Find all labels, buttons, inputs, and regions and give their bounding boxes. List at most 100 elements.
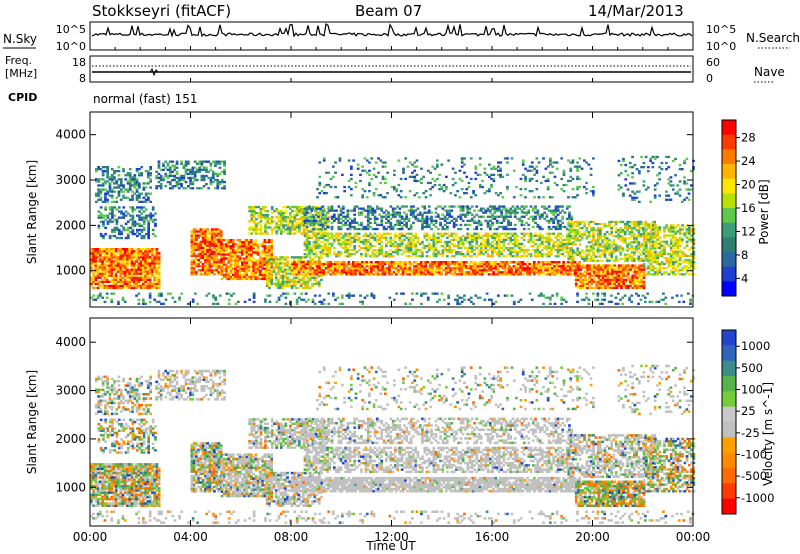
power-cell bbox=[366, 225, 370, 229]
power-cell bbox=[146, 260, 150, 263]
power-cell bbox=[168, 174, 172, 178]
power-cell bbox=[424, 265, 428, 268]
power-cell bbox=[311, 269, 315, 272]
power-cell bbox=[548, 271, 552, 274]
power-cell bbox=[256, 259, 260, 262]
power-cell bbox=[431, 177, 435, 181]
power-cell bbox=[293, 210, 297, 213]
power-cell bbox=[306, 276, 310, 279]
power-cell bbox=[138, 182, 141, 185]
power-cell bbox=[545, 207, 549, 210]
power-cell bbox=[455, 253, 458, 256]
power-cell bbox=[142, 234, 146, 238]
power-cell bbox=[559, 227, 562, 231]
power-cell bbox=[398, 236, 402, 239]
power-cell bbox=[213, 252, 216, 256]
power-cell bbox=[405, 251, 408, 254]
power-cell bbox=[151, 250, 154, 253]
power-cell bbox=[431, 261, 434, 264]
power-cell bbox=[261, 216, 265, 219]
power-cell bbox=[147, 176, 150, 179]
power-cell bbox=[556, 251, 560, 254]
power-cell bbox=[369, 217, 372, 220]
power-cell bbox=[225, 263, 228, 266]
power-cell bbox=[298, 230, 301, 233]
power-cell bbox=[477, 244, 481, 248]
power-cell bbox=[441, 255, 445, 258]
power-cell bbox=[340, 267, 344, 270]
power-cell bbox=[483, 269, 486, 272]
power-cell bbox=[117, 232, 121, 236]
power-cell bbox=[527, 223, 531, 227]
power-cell bbox=[206, 265, 209, 268]
power-cell bbox=[437, 240, 440, 244]
power-cell bbox=[265, 274, 269, 277]
power-cell bbox=[424, 261, 428, 264]
power-cell bbox=[110, 286, 114, 290]
power-cell bbox=[149, 166, 152, 169]
power-cell bbox=[155, 266, 159, 269]
power-cell bbox=[566, 269, 570, 272]
power-cell bbox=[145, 208, 148, 211]
power-cell bbox=[553, 267, 556, 270]
power-cell bbox=[346, 253, 350, 256]
power-cell bbox=[389, 238, 393, 242]
power-cell bbox=[404, 196, 407, 199]
power-cell bbox=[117, 236, 121, 240]
power-cell bbox=[396, 249, 399, 252]
power-cell bbox=[482, 234, 485, 237]
power-cell bbox=[222, 257, 226, 260]
power-cell bbox=[199, 248, 203, 251]
power-cell bbox=[252, 247, 255, 250]
power-cell bbox=[459, 251, 463, 254]
power-cell bbox=[477, 249, 481, 252]
power-cell bbox=[365, 273, 369, 276]
power-cell bbox=[106, 214, 110, 217]
power-cell bbox=[502, 238, 506, 242]
power-cell bbox=[281, 266, 285, 269]
power-cell bbox=[340, 261, 344, 264]
power-cell bbox=[208, 273, 212, 276]
power-cell bbox=[431, 273, 434, 276]
power-cell bbox=[213, 263, 216, 266]
power-cell bbox=[157, 266, 161, 269]
power-cell bbox=[554, 227, 558, 231]
power-cell bbox=[502, 236, 506, 239]
power-cell bbox=[305, 225, 309, 229]
power-cell bbox=[154, 234, 157, 238]
power-cell bbox=[364, 255, 368, 258]
power-cell bbox=[270, 220, 274, 223]
power-cell bbox=[450, 209, 454, 212]
power-cell bbox=[319, 251, 323, 254]
power-cell bbox=[407, 251, 411, 254]
power-cell bbox=[103, 280, 107, 283]
power-cell bbox=[199, 234, 203, 237]
power-cell bbox=[284, 264, 287, 267]
power-cell bbox=[397, 263, 400, 266]
power-cell bbox=[510, 157, 514, 160]
power-cell bbox=[578, 263, 581, 266]
power-cell bbox=[261, 207, 265, 211]
power-cell bbox=[129, 226, 132, 229]
power-cell bbox=[380, 246, 384, 250]
power-cell bbox=[437, 236, 440, 239]
power-cell bbox=[550, 253, 553, 256]
power-cell bbox=[300, 218, 303, 221]
power-cell bbox=[147, 198, 150, 201]
power-cell bbox=[219, 232, 223, 235]
power-cell bbox=[256, 275, 260, 278]
power-cell bbox=[394, 232, 397, 235]
power-cell bbox=[427, 205, 431, 208]
power-cell bbox=[223, 162, 226, 165]
power-cell bbox=[126, 248, 129, 251]
power-cell bbox=[208, 240, 212, 243]
power-cell bbox=[126, 236, 130, 240]
power-cell bbox=[205, 183, 208, 186]
power-cell bbox=[533, 263, 536, 266]
power-cell bbox=[209, 168, 213, 171]
power-cell bbox=[379, 194, 383, 197]
power-cell bbox=[295, 212, 299, 215]
power-cell bbox=[353, 238, 356, 242]
power-cell bbox=[305, 255, 309, 258]
power-cell bbox=[434, 249, 438, 252]
